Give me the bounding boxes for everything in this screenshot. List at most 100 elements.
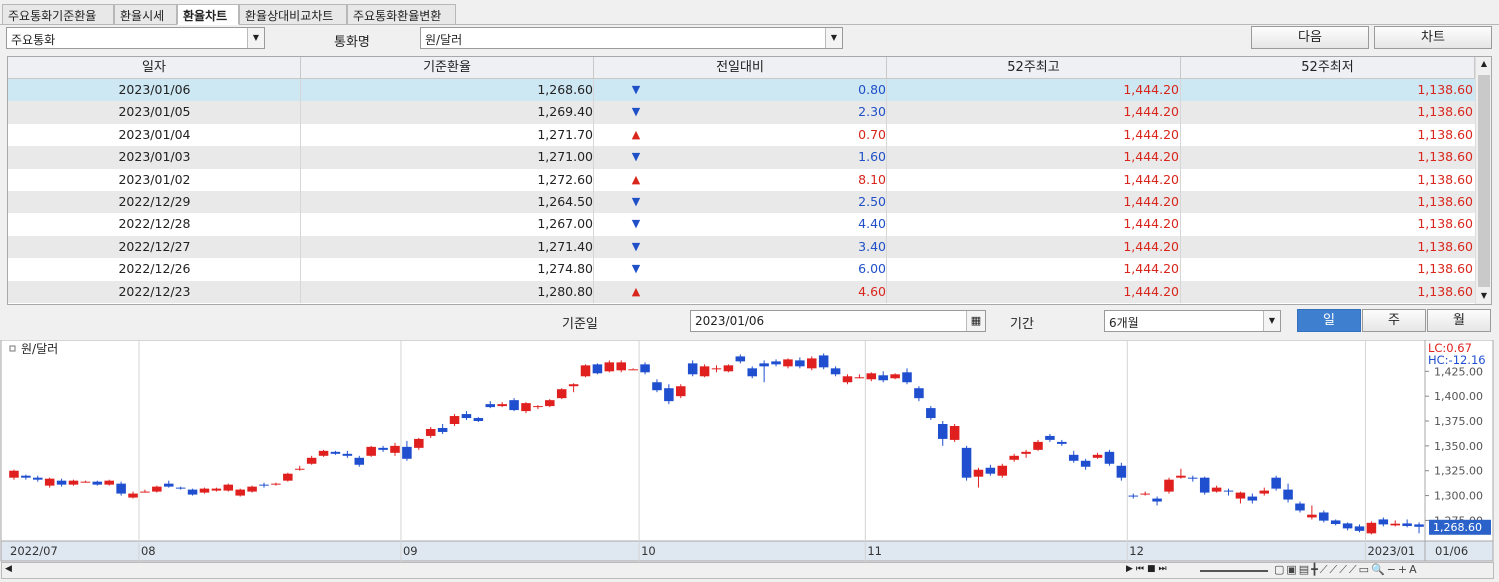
candle-body <box>140 491 150 493</box>
date-text: 2023/01/06 <box>695 314 765 328</box>
change-arrow: ▼ <box>631 105 641 119</box>
scroll-left[interactable]: ◀ <box>5 564 12 574</box>
candle-body <box>723 365 734 372</box>
table-row[interactable] <box>8 101 1475 124</box>
dropdown-arrow: ▼ <box>825 28 842 48</box>
cell-divider <box>300 79 301 102</box>
candle-body <box>1140 493 1150 495</box>
date-cell: 2023/01/02 <box>118 171 191 187</box>
change-arrow: ▼ <box>631 217 641 231</box>
candle-body <box>1211 487 1222 492</box>
cell-divider <box>300 123 301 147</box>
table-row[interactable] <box>8 123 1475 147</box>
candle-body <box>533 406 543 408</box>
cell-divider <box>593 101 594 124</box>
cell-divider <box>1180 280 1181 303</box>
table-row[interactable] <box>8 258 1475 281</box>
date-cell: 2022/12/26 <box>118 261 191 277</box>
candle-body <box>806 358 817 369</box>
cell-divider <box>300 101 301 124</box>
candle-body <box>652 382 662 391</box>
candle-body <box>1319 512 1329 521</box>
cell-divider <box>886 101 887 124</box>
candle-body <box>21 475 31 478</box>
cell-divider <box>593 280 594 303</box>
scroll-down[interactable]: ▼ <box>1480 291 1488 300</box>
table-row[interactable] <box>8 191 1475 214</box>
next-button[interactable]: 다음 <box>1251 26 1369 49</box>
period-button[interactable]: 일 <box>1297 309 1361 332</box>
change-cell: 6.00 <box>858 261 886 277</box>
x-tick-label: 10 <box>641 544 656 558</box>
cell-divider <box>1180 191 1181 214</box>
scroll-thumb[interactable] <box>1478 75 1490 287</box>
table-row[interactable] <box>8 168 1475 191</box>
candle-body <box>1092 454 1103 458</box>
tab[interactable]: 환율시세 <box>114 4 177 25</box>
tab[interactable]: 주요통화기준환율 <box>2 4 114 25</box>
candle-body <box>854 377 865 379</box>
legend-box <box>9 345 16 352</box>
table-row[interactable] <box>8 146 1475 169</box>
last-price-label: 1,268.60 <box>1433 521 1482 534</box>
date-input[interactable]: 2023/01/06 ▦ <box>690 310 986 332</box>
chart-scrollbar[interactable]: ◀ ▶⏮■⏭ ▢▣▤╋⟋⟋⟋⟋▭🔍−+A <box>1 562 1494 579</box>
candle-body <box>771 361 781 365</box>
candle-body <box>985 467 996 474</box>
high-cell: 1,444.20 <box>1123 149 1179 165</box>
candle-body <box>497 404 507 407</box>
tab[interactable]: 환율차트 <box>177 4 239 25</box>
currency-select[interactable]: 원/달러 ▼ <box>420 27 843 49</box>
candle-body <box>783 359 793 367</box>
candle-body <box>640 364 650 373</box>
tab[interactable]: 환율상대비교차트 <box>239 4 347 25</box>
candle-body <box>1402 523 1412 526</box>
period-button[interactable]: 월 <box>1427 309 1491 332</box>
scroll-up[interactable]: ▲ <box>1480 59 1488 68</box>
candle-body <box>425 428 436 436</box>
calendar-icon[interactable]: ▦ <box>966 311 985 331</box>
table-row[interactable] <box>8 235 1475 259</box>
tab[interactable]: 주요통화환율변환 <box>347 4 456 25</box>
rate-table: ▲ ▼ 일자 기준환율 전일대비 52주최고 52주최저 2023/01/06 1,268.… <box>7 56 1492 305</box>
legend-label: 원/달러 <box>21 342 58 356</box>
period-button[interactable]: 주 <box>1362 309 1426 332</box>
column-header: 기준환율 <box>301 57 594 79</box>
scrollbar[interactable]: ▲ ▼ <box>1475 57 1491 304</box>
cell-divider <box>593 191 594 214</box>
zoom-slider[interactable] <box>1200 570 1268 572</box>
table-row[interactable] <box>8 79 1475 102</box>
candle-body <box>711 368 722 370</box>
chart-tools[interactable]: ▢▣▤╋⟋⟋⟋⟋▭🔍−+A <box>1274 563 1419 576</box>
change-arrow: ▲ <box>631 172 641 186</box>
cell-divider <box>300 213 301 236</box>
candle-body <box>378 447 388 450</box>
candle-body <box>1116 465 1127 478</box>
table-row[interactable] <box>8 280 1475 303</box>
chart-button[interactable]: 차트 <box>1374 26 1492 49</box>
cell-divider <box>300 235 301 259</box>
candle-body <box>1176 475 1186 478</box>
group-select[interactable]: 주요통화 ▼ <box>6 27 265 49</box>
candle-body <box>342 453 353 456</box>
y-tick-label: 1,425.00 <box>1434 365 1483 378</box>
candle-body <box>676 386 686 397</box>
date-cell: 2023/01/05 <box>118 104 191 120</box>
candle-body <box>604 362 615 372</box>
change-cell: 1.60 <box>858 149 886 165</box>
y-tick-label: 1,375.00 <box>1434 415 1483 428</box>
period-select[interactable]: 6개월 ▼ <box>1104 310 1281 332</box>
candle-body <box>199 488 210 493</box>
low-cell: 1,138.60 <box>1417 149 1473 165</box>
table-header <box>8 57 1475 79</box>
candle-body <box>247 486 257 492</box>
change-cell: 2.50 <box>858 194 886 209</box>
date-cell: 2023/01/04 <box>118 126 191 142</box>
playback-controls[interactable]: ▶⏮■⏭ <box>1126 564 1170 574</box>
candle-body <box>1057 441 1067 444</box>
candle-body <box>1021 451 1031 454</box>
column-header: 일자 <box>8 57 301 79</box>
table-row[interactable] <box>8 213 1475 236</box>
currency-text: 원/달러 <box>425 33 463 47</box>
high-cell: 1,444.20 <box>1123 194 1179 209</box>
